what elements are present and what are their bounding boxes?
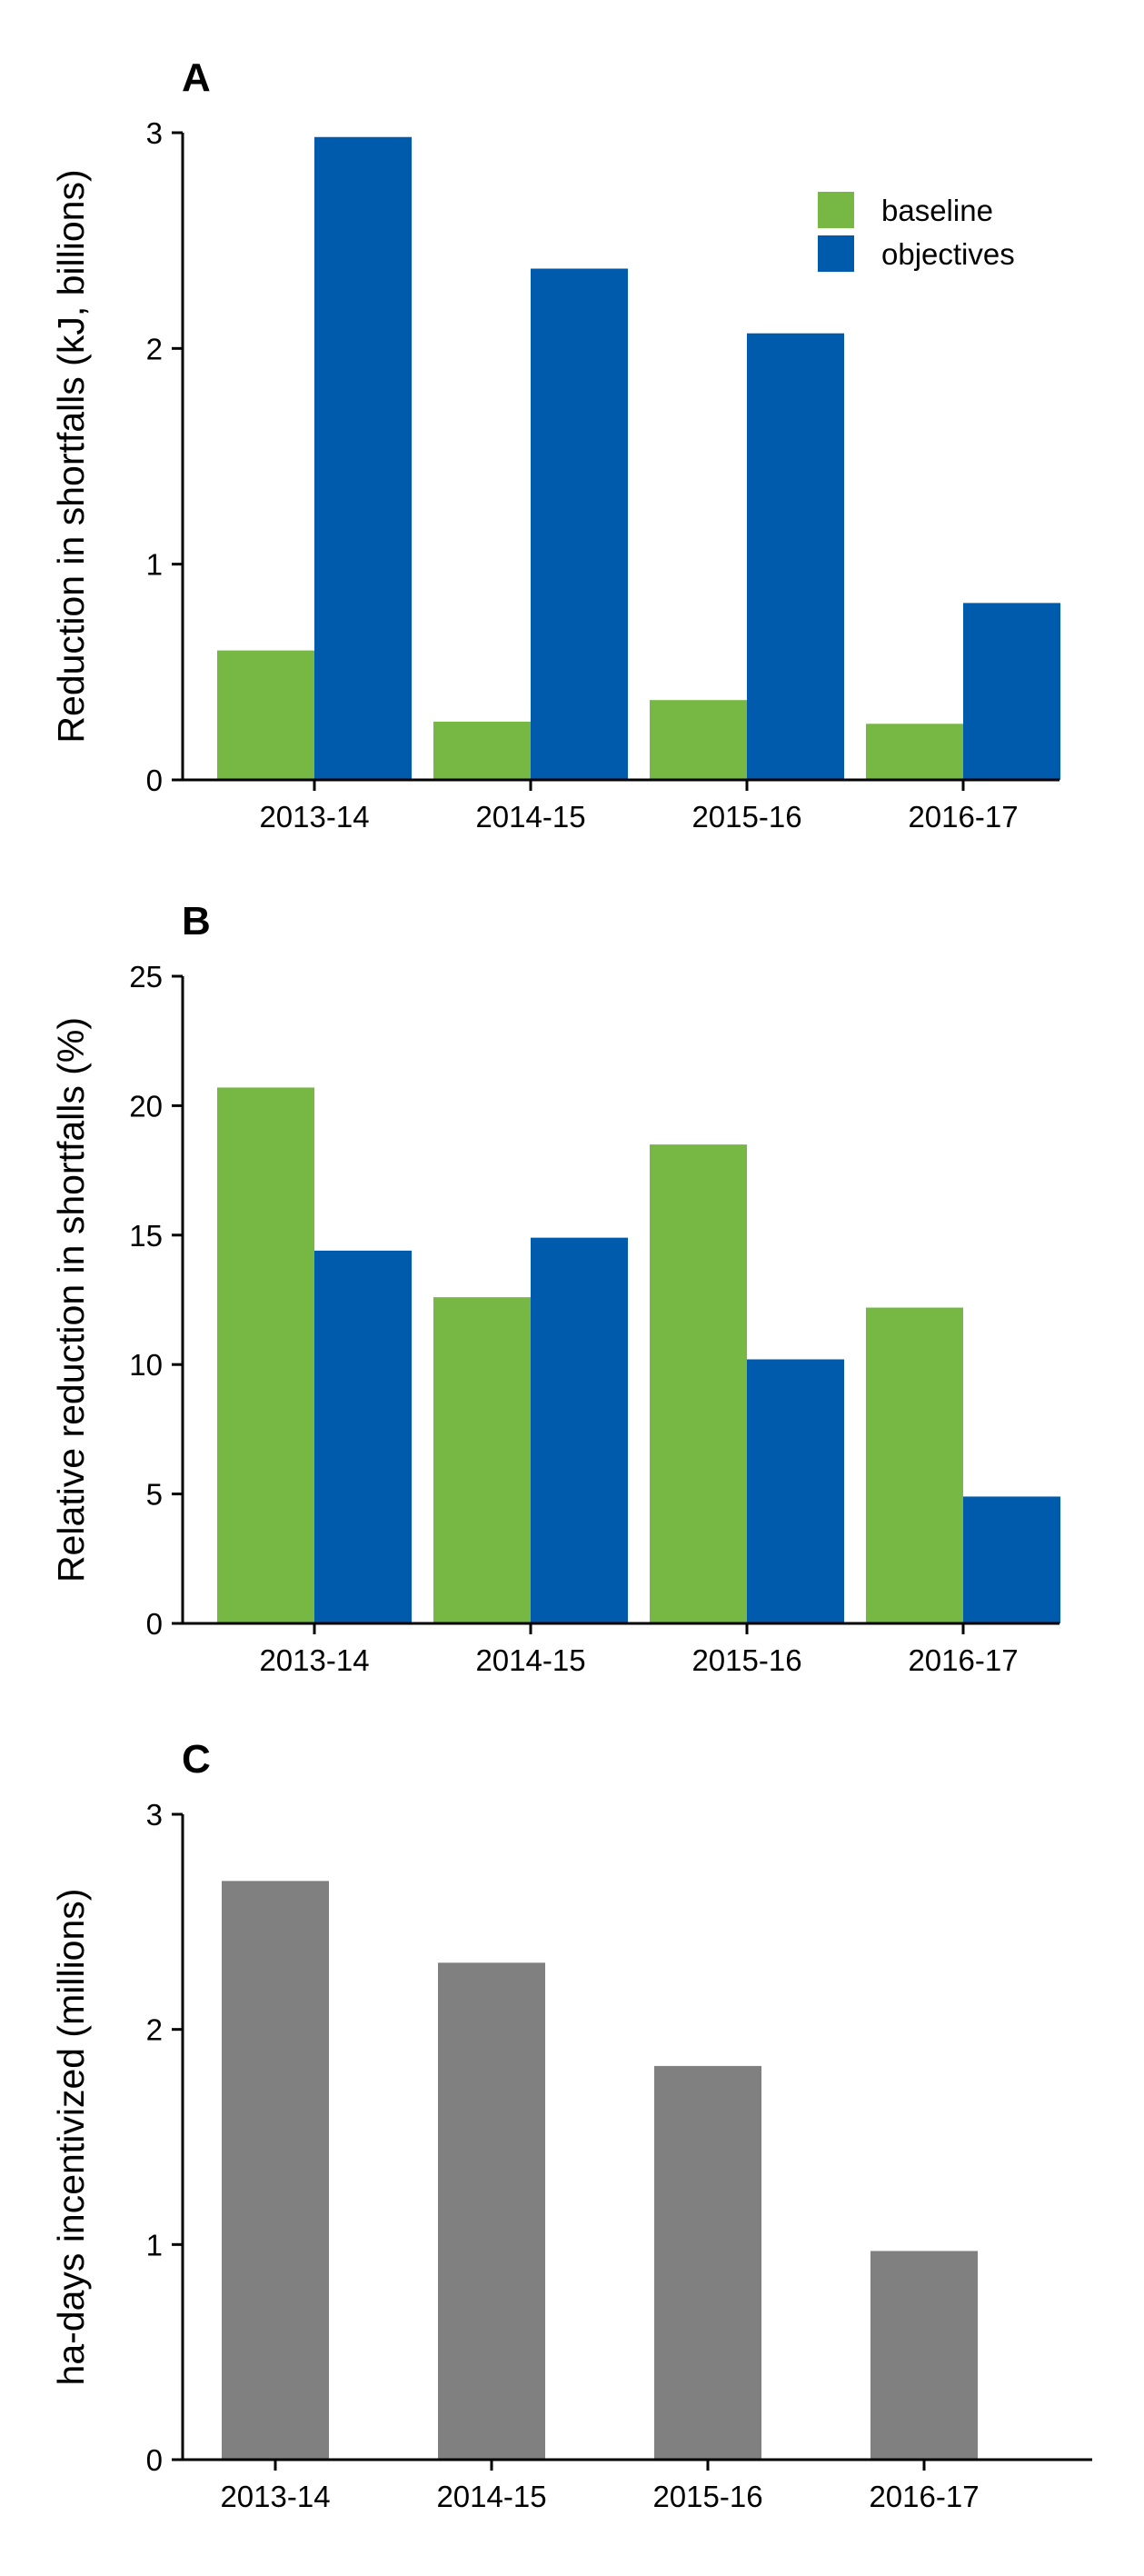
x-tick-label: 2013-14 [259,1643,369,1677]
panel-letter: C [182,1737,211,1782]
x-tick-label: 2016-17 [908,1643,1018,1677]
x-tick-label: 2014-15 [475,1643,585,1677]
panel-b: B 0 5 10 15 20 25 2013-14 2014-15 2015-16 2016-17 R… [50,899,1060,1677]
x-tick-label: 2014-15 [475,800,585,834]
bar-objectives-2014-15 [531,1237,628,1623]
bars [217,136,1060,780]
panel-letter: A [182,55,211,100]
x-tick-label: 2016-17 [869,2480,979,2513]
x-tick-label: 2015-16 [652,2480,762,2513]
panel-c: C 0 1 2 3 2013-14 2014-15 2015-16 2016-17 ha-days… [50,1737,1092,2513]
y-tick-label: 3 [146,1798,163,1832]
bars [217,1087,1060,1623]
y-tick-label: 2 [146,2013,163,2047]
x-tick-label: 2015-16 [691,800,801,834]
bar-objectives-2014-15 [531,268,628,780]
bars [222,1881,978,2460]
bar-2013-14 [222,1881,329,2460]
legend-swatch-baseline [818,192,854,228]
bar-2015-16 [654,2065,761,2460]
bar-objectives-2013-14 [314,136,412,780]
y-tick-label: 3 [146,116,163,150]
bar-objectives-2013-14 [314,1250,412,1623]
y-tick-label: 0 [146,764,163,797]
y-tick-label: 0 [146,1607,163,1641]
bar-baseline-2013-14 [217,1087,314,1623]
panel-a: A 0 1 2 3 2013-14 2014-15 2015-16 2016-17 Reducti… [50,55,1060,834]
bar-baseline-2015-16 [650,700,747,780]
y-tick-label: 25 [129,960,163,993]
bar-baseline-2013-14 [217,650,314,780]
bar-baseline-2015-16 [650,1144,747,1623]
bar-objectives-2016-17 [963,1496,1060,1623]
y-tick-label: 2 [146,332,163,365]
bar-baseline-2014-15 [433,1297,531,1623]
x-tick-label: 2015-16 [691,1643,801,1677]
x-tick-label: 2014-15 [436,2480,546,2513]
y-tick-label: 1 [146,2228,163,2261]
legend-label-objectives: objectives [881,237,1015,271]
y-tick-label: 1 [146,548,163,582]
bar-2014-15 [438,1962,545,2460]
y-axis-label: Relative reduction in shortfalls (%) [50,1017,92,1583]
panel-letter: B [182,899,211,944]
y-tick-label: 5 [146,1478,163,1512]
y-axis-label: ha-days incentivized (millions) [50,1889,92,2386]
y-tick-label: 15 [129,1219,163,1253]
bar-objectives-2016-17 [963,603,1060,780]
bar-objectives-2015-16 [747,1359,844,1623]
legend-label-baseline: baseline [881,194,993,227]
bar-baseline-2014-15 [433,721,531,780]
x-tick-label: 2016-17 [908,800,1018,834]
y-axis-label: Reduction in shortfalls (kJ, billions) [50,169,92,743]
legend-swatch-objectives [818,235,854,272]
legend: baseline objectives [818,192,1015,272]
y-tick-label: 0 [146,2443,163,2477]
y-tick-label: 20 [129,1089,163,1123]
x-tick-label: 2013-14 [220,2480,330,2513]
y-tick-label: 10 [129,1348,163,1382]
bar-2016-17 [870,2251,978,2460]
bar-objectives-2015-16 [747,333,844,780]
x-tick-label: 2013-14 [259,800,369,834]
bar-baseline-2016-17 [866,724,963,780]
bar-baseline-2016-17 [866,1307,963,1623]
